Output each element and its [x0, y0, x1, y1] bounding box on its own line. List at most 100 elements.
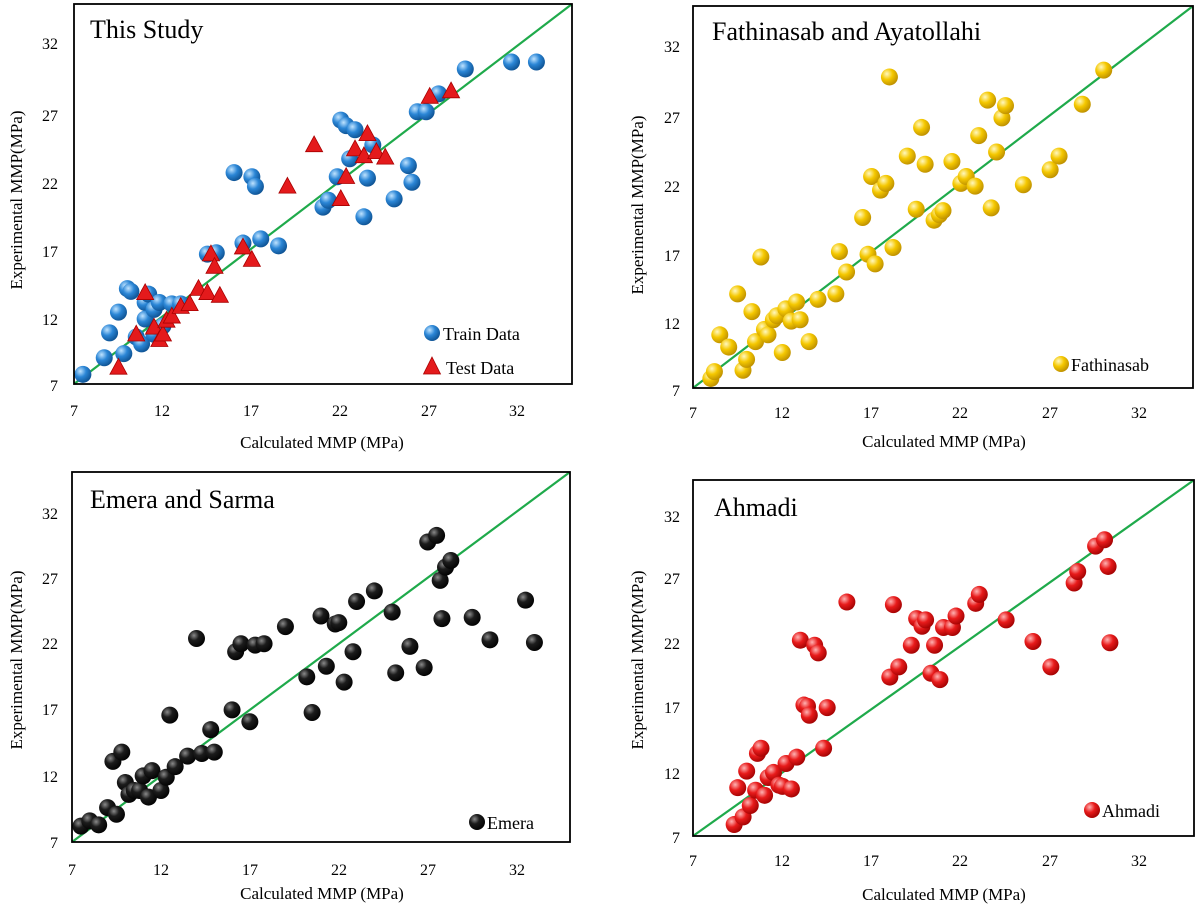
- ytick-label: 22: [42, 636, 58, 653]
- train-point: [225, 164, 243, 182]
- fathinasab-point: [913, 118, 931, 136]
- emera-point: [166, 758, 184, 776]
- train-point: [252, 230, 270, 248]
- train-point: [115, 345, 133, 363]
- test-point: [233, 237, 253, 255]
- train-point: [346, 121, 364, 139]
- xlabel-emera: Calculated MMP (MPa): [240, 884, 404, 903]
- test-point: [304, 135, 324, 153]
- emera-point: [193, 744, 211, 762]
- test-point: [367, 142, 386, 160]
- fathinasab-point: [1014, 176, 1032, 194]
- fathinasab-point: [943, 153, 961, 171]
- fathinasab-point: [1095, 61, 1113, 79]
- legend-marker-test: [422, 356, 442, 375]
- ytick-label: 12: [664, 766, 680, 783]
- ahmadi-point: [1069, 563, 1087, 581]
- xtick-label: 22: [952, 853, 968, 870]
- panel-title: This Study: [90, 15, 203, 44]
- fathinasab-point: [752, 248, 770, 266]
- xtick-label: 32: [509, 403, 525, 420]
- fathinasab-point: [791, 311, 809, 329]
- emera-point: [431, 571, 449, 589]
- ahmadi-point: [884, 596, 902, 614]
- legend-marker-train: [424, 325, 440, 341]
- fathinasab-point: [759, 326, 777, 344]
- xtick-label: 7: [70, 403, 78, 420]
- xticks-emera: 7 12 17 22 27 32: [68, 862, 525, 879]
- fathinasab-point: [898, 147, 916, 165]
- ytick-label: 7: [672, 830, 680, 847]
- test-point: [358, 124, 377, 142]
- test-point: [135, 282, 155, 300]
- fathinasab-point: [997, 97, 1014, 115]
- ytick-label: 27: [664, 571, 680, 588]
- train-point: [527, 53, 545, 71]
- xtick-label: 22: [331, 862, 347, 879]
- fathinasab-point: [877, 174, 895, 192]
- yticks-fathinasab: 7 12 17 22 27 32: [664, 39, 680, 400]
- fathinasab-point: [788, 293, 806, 311]
- fathinasab-point: [863, 168, 881, 186]
- emera-point: [312, 607, 330, 625]
- emera-point: [387, 664, 405, 682]
- ahmadi-points: [725, 531, 1119, 834]
- xlabel-this-study: Calculated MMP (MPa): [240, 433, 404, 452]
- ytick-label: 7: [50, 835, 58, 852]
- legend-marker-fathinasab: [1053, 356, 1069, 372]
- ahmadi-point: [890, 658, 908, 676]
- emera-point: [90, 816, 108, 834]
- legend-marker-ahmadi: [1084, 802, 1100, 818]
- ytick-label: 7: [50, 378, 58, 395]
- train-point: [319, 191, 337, 209]
- ahmadi-point: [917, 611, 935, 629]
- emera-point: [428, 526, 446, 544]
- legend-marker-emera: [469, 814, 485, 830]
- emera-point: [335, 673, 353, 691]
- emera-point: [383, 603, 401, 621]
- emera-point: [232, 635, 250, 653]
- yticks-this-study: 7 12 17 22 27 32: [42, 36, 58, 395]
- ytick-label: 32: [42, 506, 58, 523]
- emera-point: [517, 591, 535, 609]
- train-point: [399, 157, 417, 175]
- emera-point: [442, 552, 460, 570]
- plot-frame: [692, 5, 1194, 389]
- train-point: [95, 349, 113, 367]
- panel-ahmadi: Experimental MMP(MPa) Calculated MMP (MP…: [628, 479, 1195, 904]
- xtick-label: 12: [154, 403, 170, 420]
- xtick-label: 27: [1042, 853, 1058, 870]
- fathinasab-point: [982, 199, 1000, 217]
- emera-point: [205, 743, 223, 761]
- emera-point: [463, 608, 481, 626]
- ahmadi-point: [1042, 658, 1060, 676]
- fathinasab-point: [934, 202, 952, 220]
- train-point: [122, 282, 140, 300]
- ahmadi-point: [947, 607, 965, 625]
- fathinasab-point: [970, 127, 988, 145]
- ahmadi-point: [926, 636, 944, 654]
- legend: Emera: [469, 813, 534, 833]
- emera-point: [143, 762, 161, 780]
- ahmadi-point: [729, 779, 747, 797]
- ahmadi-point: [741, 796, 759, 814]
- plot-frame: [692, 479, 1195, 837]
- fathinasab-point: [979, 91, 997, 109]
- test-point: [189, 278, 208, 296]
- ahmadi-point: [818, 699, 836, 717]
- emera-point: [344, 643, 362, 661]
- fathinasab-point: [729, 285, 747, 303]
- ytick-label: 17: [664, 248, 680, 265]
- ahmadi-point: [765, 763, 783, 781]
- test-point: [278, 176, 297, 194]
- fathinasab-point: [747, 333, 764, 351]
- fathinasab-point: [966, 177, 984, 195]
- test-point: [242, 249, 262, 267]
- panel-title: Ahmadi: [714, 493, 798, 522]
- train-point: [456, 60, 474, 78]
- ytick-label: 12: [42, 312, 58, 329]
- fathinasab-point: [738, 350, 756, 368]
- emera-point: [161, 706, 179, 724]
- test-point: [201, 244, 221, 262]
